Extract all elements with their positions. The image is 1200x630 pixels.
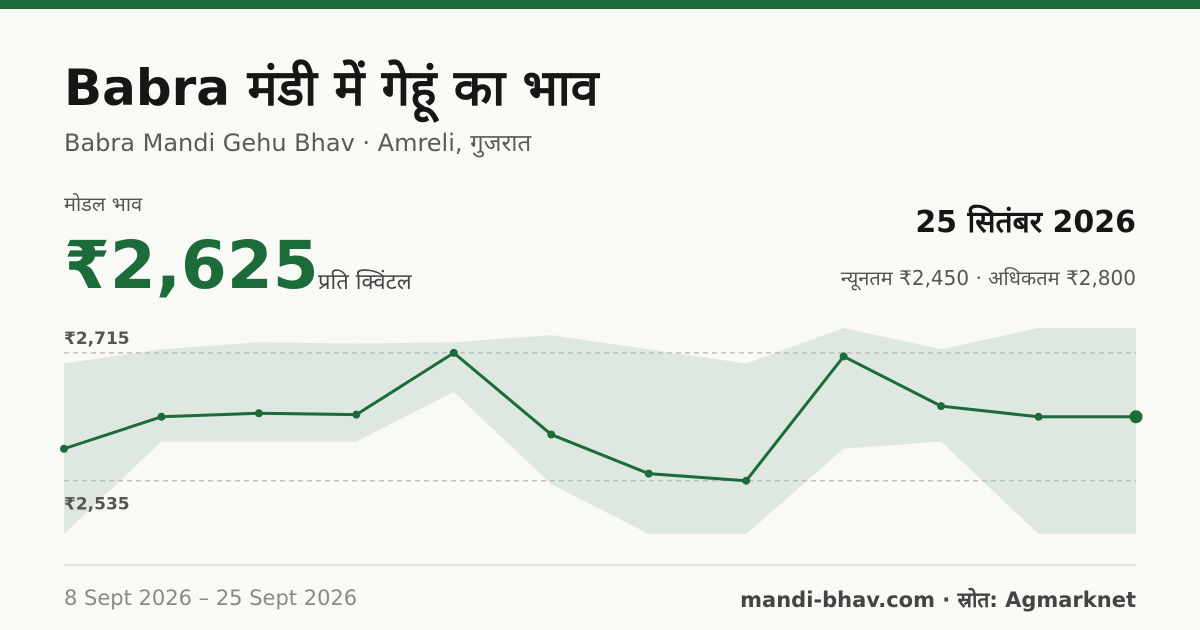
data-point xyxy=(60,444,68,453)
data-point xyxy=(449,348,458,357)
data-point xyxy=(644,469,653,478)
latest-price-point xyxy=(1129,410,1143,424)
ref-label-0: ₹2,715 xyxy=(64,329,130,349)
top-accent-bar xyxy=(0,0,1200,9)
min-max-range: न्यूनतम ₹2,450 · अधिकतम ₹2,800 xyxy=(840,266,1136,290)
data-point xyxy=(352,410,361,419)
source-credit: mandi-bhav.com · स्रोत: Agmarknet xyxy=(740,588,1136,612)
min-max-band xyxy=(64,328,1136,534)
modal-price-value: ₹2,625 xyxy=(64,227,319,304)
page-title: Babra मंडी में गेहूं का भाव xyxy=(64,59,599,117)
data-point xyxy=(157,412,166,421)
footer-divider xyxy=(64,564,1136,566)
data-point xyxy=(547,430,556,439)
page-subtitle: Babra Mandi Gehu Bhav · Amreli, गुजरात xyxy=(64,129,532,157)
data-point xyxy=(1034,412,1043,421)
modal-price-label: मोडल भाव xyxy=(64,192,143,216)
report-date: 25 सितंबर 2026 xyxy=(915,205,1136,240)
price-unit: प्रति क्विंटल xyxy=(318,270,412,295)
data-point xyxy=(839,352,848,361)
modal-price-line xyxy=(63,351,1136,483)
data-point xyxy=(254,409,263,418)
data-point xyxy=(742,476,751,485)
date-range: 8 Sept 2026 – 25 Sept 2026 xyxy=(64,586,358,610)
data-point xyxy=(937,402,946,411)
ref-label-1: ₹2,535 xyxy=(64,495,130,515)
